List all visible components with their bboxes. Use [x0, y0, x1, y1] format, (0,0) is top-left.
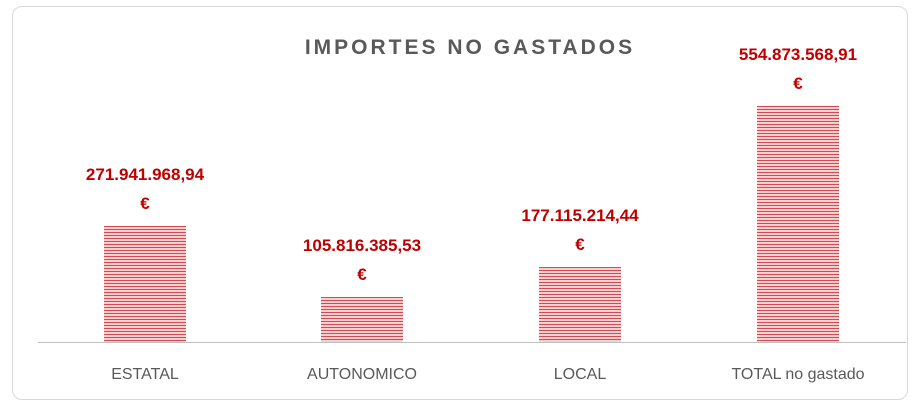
chart-title: IMPORTES NO GASTADOS	[304, 36, 636, 59]
x-tick-label: ESTATAL	[111, 366, 179, 383]
data-label: 554.873.568,91 €	[738, 45, 858, 93]
x-tick-label: LOCAL	[553, 366, 607, 383]
x-axis	[38, 342, 906, 343]
x-tick-label: TOTAL no gastado	[731, 366, 865, 383]
bar	[104, 226, 186, 342]
bar	[757, 106, 839, 342]
data-label: 177.115.214,44 €	[521, 205, 639, 254]
data-label: 271.941.968,94 €	[85, 165, 205, 214]
x-tick-label: AUTONOMICO	[307, 366, 417, 383]
data-label: 105.816.385,53 €	[302, 235, 422, 284]
bar	[321, 296, 403, 342]
bar	[539, 266, 621, 342]
chart-panel	[12, 6, 908, 400]
